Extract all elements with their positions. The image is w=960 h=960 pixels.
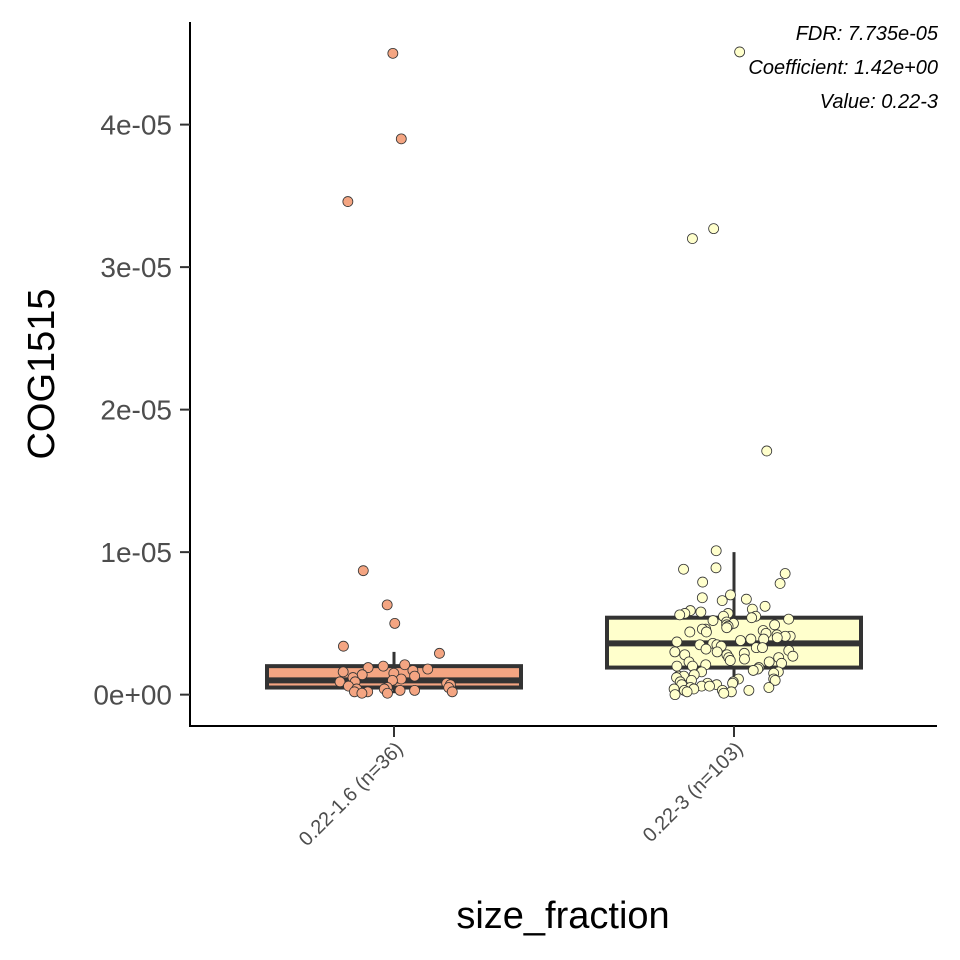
data-point xyxy=(716,595,728,606)
data-point xyxy=(446,686,458,698)
data-point xyxy=(771,632,783,644)
y-tick-label: 2e-05 xyxy=(100,395,172,426)
data-point xyxy=(387,47,399,59)
data-point xyxy=(697,576,709,588)
data-point xyxy=(399,659,411,671)
data-point xyxy=(669,689,681,701)
data-point xyxy=(747,665,759,676)
data-point xyxy=(382,687,393,699)
data-point xyxy=(704,680,715,692)
data-point xyxy=(342,196,354,207)
y-tick-label: 0e+00 xyxy=(93,680,172,711)
data-point xyxy=(724,655,736,666)
data-point xyxy=(395,133,407,145)
data-point xyxy=(674,609,686,621)
data-point xyxy=(735,635,746,646)
y-tick-label: 3e-05 xyxy=(100,252,172,283)
data-point xyxy=(395,673,407,685)
data-point xyxy=(743,684,755,696)
annotation-fdr: FDR: 7.735e-05 xyxy=(796,23,939,45)
data-point xyxy=(695,606,707,618)
data-point xyxy=(337,666,349,678)
data-point xyxy=(409,684,421,696)
data-point xyxy=(725,589,736,601)
y-ticks: 0e+00 1e-05 2e-05 3e-05 4e-05 xyxy=(93,110,190,711)
data-point xyxy=(718,687,730,699)
data-point xyxy=(334,676,346,688)
data-point xyxy=(787,650,799,662)
points-group xyxy=(334,47,458,699)
data-point xyxy=(684,626,696,638)
data-point xyxy=(434,647,445,659)
data-point xyxy=(377,660,389,672)
data-point xyxy=(701,626,712,638)
data-point xyxy=(769,674,781,686)
data-point xyxy=(362,662,374,673)
data-point xyxy=(708,223,720,235)
data-point xyxy=(381,599,393,611)
chart-axes xyxy=(189,22,937,727)
x-axis-title: size_fraction xyxy=(456,895,669,937)
data-point xyxy=(769,619,781,631)
data-point xyxy=(763,682,775,693)
data-point xyxy=(759,600,771,612)
data-point xyxy=(389,617,401,629)
data-point xyxy=(681,686,693,698)
data-point xyxy=(745,633,757,645)
data-point xyxy=(671,660,683,672)
data-point xyxy=(696,592,708,604)
x-tick-label: 0.22-1.6 (n=36) xyxy=(295,738,408,851)
data-point xyxy=(356,687,368,699)
data-point xyxy=(711,646,723,658)
y-axis-title: COG1515 xyxy=(21,288,63,459)
data-point xyxy=(394,684,406,696)
data-point xyxy=(763,656,775,668)
data-point xyxy=(671,636,683,648)
data-point xyxy=(409,670,421,682)
data-point xyxy=(746,612,758,624)
data-point xyxy=(783,613,795,625)
data-point xyxy=(734,46,746,58)
data-point xyxy=(757,642,768,654)
data-point xyxy=(710,562,722,574)
annotation-coefficient: Coefficient: 1.42e+00 xyxy=(748,57,938,79)
data-point xyxy=(739,653,750,665)
data-point xyxy=(687,233,698,245)
points-group xyxy=(668,46,799,701)
data-point xyxy=(357,565,369,577)
data-point xyxy=(761,445,773,457)
y-tick-label: 4e-05 xyxy=(100,110,172,141)
data-point xyxy=(678,563,689,575)
y-tick-label: 1e-05 xyxy=(100,537,172,568)
data-point xyxy=(707,615,719,626)
data-point xyxy=(669,646,681,658)
data-point xyxy=(422,663,434,675)
data-point xyxy=(338,640,349,652)
data-point xyxy=(721,622,733,634)
data-point xyxy=(774,578,786,589)
data-point xyxy=(740,593,752,605)
data-point xyxy=(700,643,712,655)
data-point xyxy=(779,568,791,579)
data-point xyxy=(710,545,722,557)
x-ticks: 0.22-1.6 (n=36) 0.22-3 (n=103) xyxy=(295,726,748,851)
annotation-value: Value: 0.22-3 xyxy=(820,91,938,113)
chart-marks xyxy=(265,46,863,701)
x-tick-label: 0.22-3 (n=103) xyxy=(639,738,748,847)
